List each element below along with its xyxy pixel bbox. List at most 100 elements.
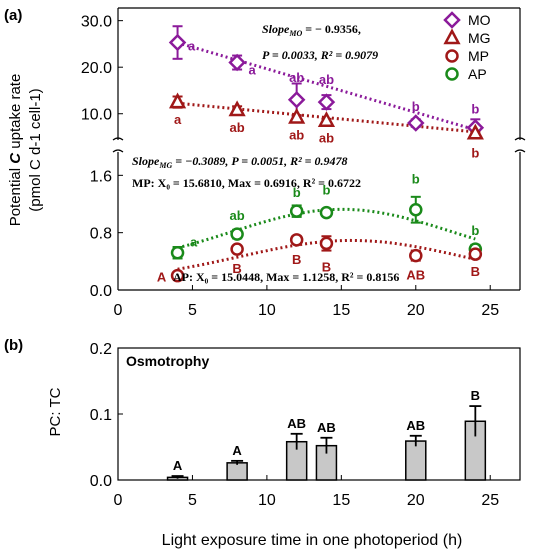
- data-point-ap: [319, 205, 334, 220]
- significance-letter-ap: b: [471, 223, 479, 238]
- significance-letter-mp: A: [157, 270, 167, 285]
- significance-letter-mp: B: [232, 261, 241, 276]
- data-point-mo: [317, 93, 336, 111]
- x-tick-label-a: 25: [481, 302, 499, 319]
- data-point-mp: [468, 247, 483, 261]
- x-tick-label-a: 10: [258, 302, 276, 319]
- legend-marker-mg: [443, 28, 461, 45]
- significance-letter-mg: b: [471, 145, 479, 160]
- significance-letter-ap: b: [412, 172, 420, 187]
- data-point-ap: [170, 245, 185, 260]
- significance-letter-mo: a: [188, 39, 196, 54]
- y-tick-label-upper: 10.0: [81, 107, 112, 124]
- bar-letter: A: [232, 443, 242, 458]
- mp-fit-annotation: MP: X₀ = 15.6810, Max = 0.6916, R² = 0.6…: [132, 176, 361, 190]
- bar-letter: AB: [287, 416, 306, 431]
- legend-label-mo: MO: [468, 12, 491, 28]
- svg-text:Potential C uptake rate: Potential C uptake rate: [7, 74, 24, 227]
- data-point-mo: [168, 33, 187, 52]
- y-tick-label-b: 0.0: [90, 473, 112, 490]
- x-tick-label-b: 0: [114, 492, 123, 509]
- x-tick-label-a: 0: [114, 302, 123, 319]
- significance-letter-mp: B: [322, 259, 331, 274]
- significance-letter-mo: ab: [289, 70, 304, 85]
- significance-letter-mp: B: [471, 264, 480, 279]
- bar-letter: B: [471, 388, 480, 403]
- data-point-mo: [407, 114, 425, 132]
- data-point-mg: [168, 92, 187, 109]
- bar-letter: A: [173, 458, 183, 473]
- bar: [405, 440, 427, 481]
- legend-label-ap: AP: [468, 66, 487, 82]
- x-tick-label-a: 5: [188, 302, 197, 319]
- x-axis-label: Light exposure time in one photoperiod (…: [162, 532, 463, 549]
- y-tick-label-lower: 0.8: [90, 226, 112, 243]
- trend-line-mo: [177, 41, 476, 132]
- x-tick-label-a: 20: [407, 302, 425, 319]
- significance-letter-mg: a: [174, 112, 182, 127]
- x-tick-label-b: 10: [258, 492, 276, 509]
- significance-letter-mp: AB: [406, 268, 425, 283]
- data-point-mg: [466, 123, 484, 140]
- data-point-mo: [287, 91, 306, 109]
- bar-letter: AB: [317, 420, 336, 435]
- bar-letter: AB: [406, 418, 425, 433]
- data-point-mp: [289, 233, 304, 247]
- data-point-mp: [409, 248, 423, 263]
- data-point-mp: [319, 236, 334, 251]
- significance-letter-ap: b: [322, 183, 330, 198]
- y-tick-label-lower: 0.0: [90, 283, 112, 300]
- panel-b-label: (b): [4, 337, 23, 354]
- data-point-mg: [228, 100, 246, 117]
- data-point-ap: [409, 202, 423, 217]
- y-tick-label-upper: 20.0: [81, 60, 112, 77]
- data-point-mp: [230, 242, 244, 256]
- fit-curve-ap: [177, 207, 476, 250]
- panel-b-title: Osmotrophy: [126, 353, 209, 369]
- significance-letter-mg: ab: [289, 127, 304, 142]
- y-tick-label-b: 0.1: [90, 407, 112, 424]
- axis-break-mark: [112, 137, 124, 153]
- significance-letter-ap: ab: [230, 208, 245, 223]
- legend-marker-mp: [445, 49, 459, 63]
- y-axis-label-a: Potential C uptake rate (pmol C d-1 cell…: [7, 74, 44, 227]
- y-axis-label-b: PC: TC: [47, 387, 64, 436]
- x-tick-label-b: 15: [332, 492, 350, 509]
- data-point-ap: [230, 227, 244, 241]
- significance-letter-mp: B: [292, 252, 301, 267]
- svg-text:(pmol C d-1 cell-1): (pmol C d-1 cell-1): [27, 88, 44, 211]
- data-point-mg: [317, 111, 336, 127]
- ap-fit-annotation: AP: X₀ = 15.0448, Max = 1.1258, R² = 0.8…: [173, 270, 399, 284]
- mo-p-annotation: P = 0.0033, R² = 0.9079: [262, 48, 378, 62]
- mg-slope-annotation: SlopeMG = −0.3089, P = 0.0051, R² = 0.94…: [132, 154, 348, 170]
- significance-letter-ap: b: [293, 185, 301, 200]
- significance-letter-mo: b: [412, 99, 420, 114]
- significance-letter-mo: a: [248, 63, 256, 78]
- legend-label-mp: MP: [468, 48, 489, 64]
- bar: [226, 462, 248, 481]
- significance-letter-mg: ab: [230, 120, 245, 135]
- legend-label-mg: MG: [468, 30, 491, 46]
- legend-marker-mo: [443, 11, 461, 29]
- panel-b: 0.0 0.1 0.2 0 5 10 15 20 25 A A AB AB AB B: [90, 341, 521, 509]
- x-tick-label-b: 25: [481, 492, 499, 509]
- y-tick-label-b: 0.2: [90, 341, 112, 358]
- data-point-mg: [288, 107, 306, 124]
- significance-letter-mg: ab: [319, 131, 334, 146]
- data-point-mp: [170, 268, 185, 283]
- significance-letter-ap: a: [190, 235, 198, 250]
- axis-break-mark: [514, 137, 526, 153]
- panel-a-label: (a): [4, 7, 22, 24]
- mo-slope-annotation: SlopeMO = − 0.9356,: [262, 22, 361, 38]
- x-tick-label-b: 5: [188, 492, 197, 509]
- x-tick-label-b: 20: [407, 492, 425, 509]
- significance-letter-mo: b: [471, 102, 479, 117]
- y-tick-label-lower: 1.6: [90, 168, 112, 185]
- data-point-ap: [289, 204, 304, 218]
- data-point-mo: [228, 53, 246, 72]
- y-tick-label-upper: 30.0: [81, 14, 112, 31]
- legend: MO MG MP AP: [443, 11, 491, 82]
- x-tick-label-a: 15: [332, 302, 350, 319]
